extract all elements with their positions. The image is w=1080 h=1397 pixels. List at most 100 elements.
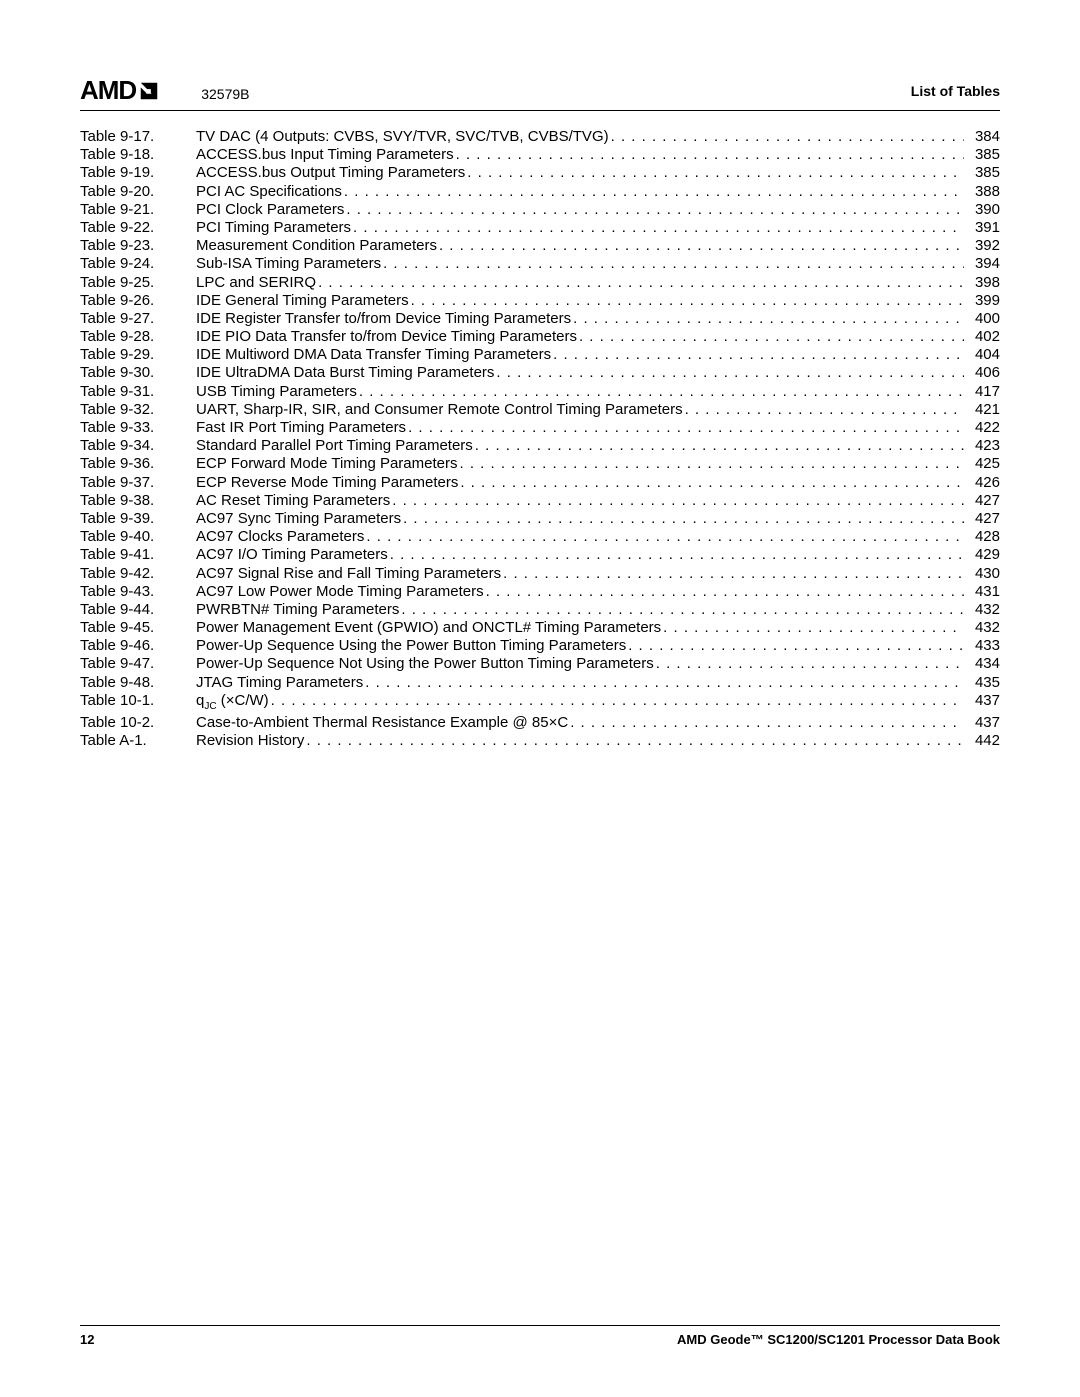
toc-label: Table 9-20. bbox=[80, 184, 196, 199]
toc-label: Table 9-41. bbox=[80, 547, 196, 562]
toc-row: Table 9-34.Standard Parallel Port Timing… bbox=[80, 438, 1000, 453]
toc-title: TV DAC (4 Outputs: CVBS, SVY/TVR, SVC/TV… bbox=[196, 129, 611, 144]
toc-page: 428 bbox=[964, 529, 1000, 544]
toc-page: 406 bbox=[964, 365, 1000, 380]
toc-page: 385 bbox=[964, 165, 1000, 180]
toc-label: Table 9-46. bbox=[80, 638, 196, 653]
toc-label: Table 9-33. bbox=[80, 420, 196, 435]
toc-row: Table 9-45.Power Management Event (GPWIO… bbox=[80, 620, 1000, 635]
toc-title: AC97 I/O Timing Parameters bbox=[196, 547, 390, 562]
toc-row: Table 9-27.IDE Register Transfer to/from… bbox=[80, 311, 1000, 326]
toc-row: Table 9-41.AC97 I/O Timing Parameters429 bbox=[80, 547, 1000, 562]
toc-row: Table 9-48.JTAG Timing Parameters435 bbox=[80, 675, 1000, 690]
toc-page: 425 bbox=[964, 456, 1000, 471]
toc-leader-dots bbox=[611, 129, 964, 144]
toc-leader-dots bbox=[411, 293, 964, 308]
toc-leader-dots bbox=[573, 311, 964, 326]
toc-title: Power Management Event (GPWIO) and ONCTL… bbox=[196, 620, 663, 635]
toc-label: Table 9-27. bbox=[80, 311, 196, 326]
toc-label: Table 10-2. bbox=[80, 715, 196, 730]
toc-leader-dots bbox=[553, 347, 964, 362]
toc-row: Table 10-2.Case-to-Ambient Thermal Resis… bbox=[80, 715, 1000, 730]
toc-title: PCI Timing Parameters bbox=[196, 220, 353, 235]
toc-label: Table 9-40. bbox=[80, 529, 196, 544]
toc-leader-dots bbox=[390, 547, 964, 562]
toc-label: Table 9-36. bbox=[80, 456, 196, 471]
toc-row: Table 9-40.AC97 Clocks Parameters 428 bbox=[80, 529, 1000, 544]
toc-leader-dots bbox=[365, 675, 964, 690]
toc-leader-dots bbox=[383, 256, 964, 271]
section-title: List of Tables bbox=[911, 83, 1000, 99]
toc-page: 417 bbox=[964, 384, 1000, 399]
toc-page: 392 bbox=[964, 238, 1000, 253]
toc-leader-dots bbox=[475, 438, 964, 453]
toc-title: JTAG Timing Parameters bbox=[196, 675, 365, 690]
toc-label: Table 9-47. bbox=[80, 656, 196, 671]
toc-title: Measurement Condition Parameters bbox=[196, 238, 439, 253]
toc-page: 398 bbox=[964, 275, 1000, 290]
list-of-tables: Table 9-17.TV DAC (4 Outputs: CVBS, SVY/… bbox=[80, 129, 1000, 748]
toc-page: 400 bbox=[964, 311, 1000, 326]
toc-page: 437 bbox=[964, 715, 1000, 730]
toc-leader-dots bbox=[359, 384, 964, 399]
page-footer: 12 AMD Geode™ SC1200/SC1201 Processor Da… bbox=[80, 1325, 1000, 1347]
toc-row: Table 9-22.PCI Timing Parameters391 bbox=[80, 220, 1000, 235]
toc-leader-dots bbox=[579, 329, 964, 344]
toc-row: Table 9-43.AC97 Low Power Mode Timing Pa… bbox=[80, 584, 1000, 599]
toc-leader-dots bbox=[318, 275, 964, 290]
toc-title: ACCESS.bus Input Timing Parameters bbox=[196, 147, 456, 162]
toc-label: Table 9-31. bbox=[80, 384, 196, 399]
toc-page: 399 bbox=[964, 293, 1000, 308]
toc-label: Table 9-19. bbox=[80, 165, 196, 180]
toc-row: Table 9-24.Sub-ISA Timing Parameters394 bbox=[80, 256, 1000, 271]
toc-row: Table 9-26.IDE General Timing Parameters… bbox=[80, 293, 1000, 308]
toc-page: 421 bbox=[964, 402, 1000, 417]
toc-page: 432 bbox=[964, 620, 1000, 635]
toc-label: Table 10-1. bbox=[80, 693, 196, 708]
toc-page: 402 bbox=[964, 329, 1000, 344]
toc-row: Table 9-36.ECP Forward Mode Timing Param… bbox=[80, 456, 1000, 471]
toc-title: USB Timing Parameters bbox=[196, 384, 359, 399]
toc-title: AC97 Clocks Parameters bbox=[196, 529, 366, 544]
toc-leader-dots bbox=[456, 147, 964, 162]
toc-title: IDE Multiword DMA Data Transfer Timing P… bbox=[196, 347, 553, 362]
toc-title: AC Reset Timing Parameters bbox=[196, 493, 392, 508]
toc-label: Table 9-39. bbox=[80, 511, 196, 526]
toc-page: 427 bbox=[964, 511, 1000, 526]
toc-label: Table 9-42. bbox=[80, 566, 196, 581]
toc-page: 442 bbox=[964, 733, 1000, 748]
toc-title: Standard Parallel Port Timing Parameters bbox=[196, 438, 475, 453]
toc-label: Table 9-34. bbox=[80, 438, 196, 453]
toc-leader-dots bbox=[628, 638, 964, 653]
toc-row: Table 9-31.USB Timing Parameters 417 bbox=[80, 384, 1000, 399]
toc-leader-dots bbox=[496, 365, 964, 380]
toc-label: Table 9-44. bbox=[80, 602, 196, 617]
toc-row: Table 9-19.ACCESS.bus Output Timing Para… bbox=[80, 165, 1000, 180]
toc-title: IDE General Timing Parameters bbox=[196, 293, 411, 308]
toc-page: 430 bbox=[964, 566, 1000, 581]
toc-label: Table 9-26. bbox=[80, 293, 196, 308]
toc-title: Power-Up Sequence Using the Power Button… bbox=[196, 638, 628, 653]
toc-row: Table 9-20.PCI AC Specifications388 bbox=[80, 184, 1000, 199]
toc-title: ACCESS.bus Output Timing Parameters bbox=[196, 165, 467, 180]
toc-leader-dots bbox=[570, 715, 964, 730]
toc-row: Table 9-33.Fast IR Port Timing Parameter… bbox=[80, 420, 1000, 435]
toc-title: ECP Reverse Mode Timing Parameters bbox=[196, 475, 460, 490]
footer-title: AMD Geode™ SC1200/SC1201 Processor Data … bbox=[677, 1332, 1000, 1347]
toc-row: Table 9-39.AC97 Sync Timing Parameters 42… bbox=[80, 511, 1000, 526]
toc-row: Table 9-32.UART, Sharp-IR, SIR, and Cons… bbox=[80, 402, 1000, 417]
toc-title: IDE Register Transfer to/from Device Tim… bbox=[196, 311, 573, 326]
toc-page: 394 bbox=[964, 256, 1000, 271]
toc-page: 404 bbox=[964, 347, 1000, 362]
amd-logo: AMD bbox=[80, 75, 161, 106]
toc-label: Table 9-25. bbox=[80, 275, 196, 290]
toc-title: Fast IR Port Timing Parameters bbox=[196, 420, 408, 435]
toc-title: AC97 Sync Timing Parameters bbox=[196, 511, 403, 526]
toc-page: 423 bbox=[964, 438, 1000, 453]
toc-label: Table 9-28. bbox=[80, 329, 196, 344]
toc-page: 390 bbox=[964, 202, 1000, 217]
toc-label: Table 9-29. bbox=[80, 347, 196, 362]
logo-text: AMD bbox=[80, 75, 136, 106]
footer-page-number: 12 bbox=[80, 1332, 94, 1347]
toc-label: Table 9-24. bbox=[80, 256, 196, 271]
